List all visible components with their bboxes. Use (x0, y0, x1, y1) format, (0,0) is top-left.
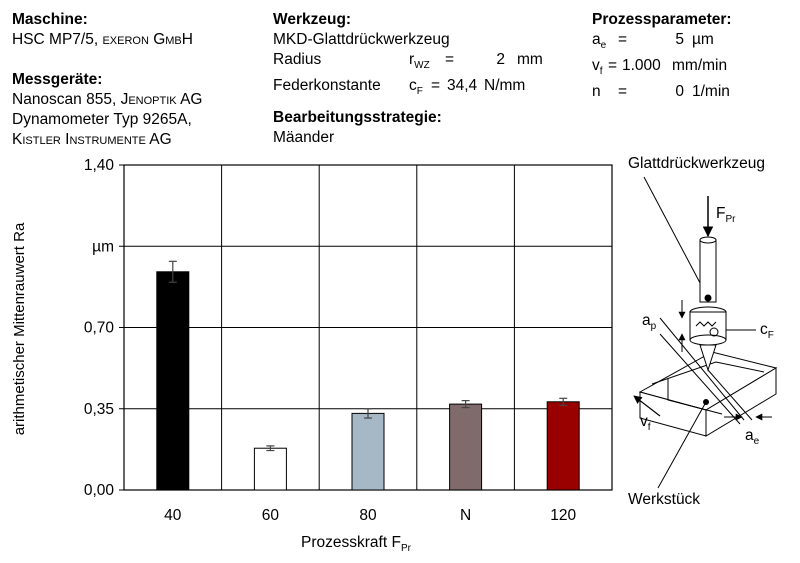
ae-symbol: a (592, 31, 601, 48)
y-tick-label: 0,70 (84, 320, 115, 337)
feder-label: Federkonstante (273, 77, 381, 95)
workpiece-block (638, 351, 778, 437)
ae-sub: e (600, 40, 607, 52)
feder-symbol: c (409, 77, 417, 95)
ap-leader-1 (659, 317, 745, 421)
werkzeug-label: Werkzeug: (273, 11, 352, 28)
vf-sub: f (648, 422, 651, 433)
ap-sub: p (651, 321, 657, 332)
tool-block: Werkzeug: MKD-Glattdrückwerkzeug Radius … (273, 10, 543, 148)
strategie-value: Mäander (273, 129, 335, 147)
n-row: n = 0 1/min (592, 82, 732, 102)
maschine-value: HSC MP7/5, (12, 31, 103, 48)
y-tick-label: 0,00 (84, 482, 115, 499)
x-axis-title-sub: Pr (401, 543, 412, 554)
strategie-label: Bearbeitungsstrategie: (273, 109, 442, 127)
vf-symbol: v (640, 413, 648, 430)
ap-symbol: a (642, 312, 651, 329)
tool-body (689, 236, 727, 372)
workpiece-label: Werkstück (628, 491, 700, 508)
y-tick-label: 1,40 (84, 157, 115, 174)
x-tick-label: N (460, 507, 471, 524)
ae-value: 5 (675, 31, 684, 48)
mess-line1-prefix: Nanoscan 855, (12, 91, 121, 108)
n-symbol: n (592, 83, 601, 101)
ae-eq: = (618, 31, 628, 48)
workpiece-leader-dot (703, 399, 709, 405)
ae-symbol: a (745, 427, 754, 444)
cf-sub: F (768, 330, 774, 341)
x-axis-title: Prozesskraft FPr (301, 534, 412, 554)
feder-eq: = (431, 77, 441, 95)
y-axis-title: arithmetischer Mittenrauwert Ra (11, 222, 28, 435)
radius-eq: = (445, 51, 455, 68)
radius-label: Radius (273, 51, 322, 68)
force-label: FPr (716, 205, 736, 225)
measurement-block: Messgeräte: Nanoscan 855, Jenoptik AG Dy… (12, 70, 202, 150)
radius-sub: WZ (414, 60, 430, 72)
x-axis-title-main: Prozesskraft F (301, 534, 401, 551)
vf-sub: f (599, 66, 603, 78)
ap-label: ap (642, 312, 657, 332)
y-tick-label: µm (92, 238, 114, 255)
vf-arrow (633, 395, 661, 417)
n-value: 0 (675, 83, 684, 101)
vf-value: 1.000 (622, 57, 661, 75)
x-tick-label: 40 (164, 507, 182, 524)
workpiece-leader (657, 401, 707, 489)
radius-value: 2 (496, 51, 505, 68)
vf-row: vf = 1.000 mm/min (592, 56, 732, 82)
prozess-label: Prozessparameter: (592, 11, 732, 28)
bar (253, 447, 287, 491)
y-tick-label: 0,35 (84, 401, 114, 418)
vf-symbol: v (592, 57, 600, 75)
bar (156, 271, 190, 491)
mess-line3: Kistler Instrumente AG (12, 131, 172, 148)
bar (546, 401, 580, 491)
vf-label: vf (640, 413, 651, 433)
chart-error-bars (168, 260, 568, 452)
machine-block: Maschine: HSC MP7/5, exeron GmbH (12, 10, 193, 50)
process-block: Prozessparameter: ae = 5 µm vf = 1.000 m… (592, 10, 732, 102)
tool-leader-line (643, 176, 709, 299)
x-tick-label: 60 (262, 507, 280, 524)
mess-line2: Dynamometer Typ 9265A, (12, 111, 192, 128)
ae-label: ae (745, 427, 760, 447)
ae-leader (707, 369, 753, 421)
werkzeug-value: MKD-Glattdrückwerkzeug (273, 31, 450, 48)
radius-unit: mm (517, 51, 543, 68)
mess-label: Messgeräte: (12, 71, 103, 88)
maschine-brand: exeron GmbH (102, 31, 193, 48)
feder-row: Federkonstante cF = 34,4 N/mm (273, 76, 543, 102)
cf-label: cF (760, 321, 774, 341)
vf-unit: mm/min (672, 57, 728, 75)
ae-row: ae = 5 µm (592, 30, 732, 56)
force-symbol: F (716, 205, 725, 222)
ap-leader-2 (659, 333, 741, 425)
cf-symbol: c (760, 321, 768, 338)
tool-label: Glattdrückwerkzeug (628, 155, 765, 172)
feder-value: 34,4 (447, 77, 478, 95)
n-unit: 1/min (692, 83, 730, 101)
feder-sub: F (416, 86, 423, 98)
chart-tick-labels: 0,00 0,35 0,70 µm 1,40 40 60 80 N 120 (84, 157, 577, 524)
radius-symbol: r (409, 51, 415, 68)
ae-sub: e (754, 436, 760, 447)
force-sub: Pr (725, 214, 736, 225)
mess-line1-brand: Jenoptik AG (120, 91, 203, 108)
ae-unit: µm (692, 31, 714, 48)
maschine-label: Maschine: (12, 11, 88, 28)
x-tick-label: 120 (550, 507, 576, 524)
n-eq: = (618, 83, 628, 101)
vf-eq: = (608, 57, 618, 75)
feder-unit: N/mm (484, 77, 526, 95)
x-tick-label: 80 (359, 507, 377, 524)
radius-row: Radius rWZ = 2 mm (273, 50, 543, 76)
